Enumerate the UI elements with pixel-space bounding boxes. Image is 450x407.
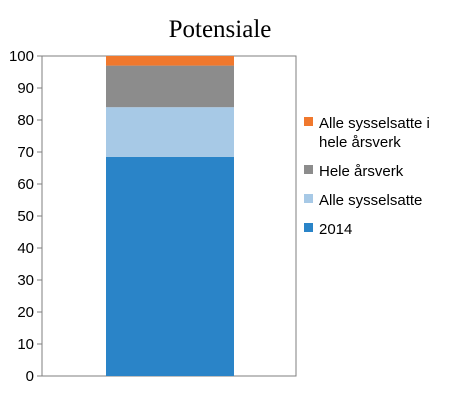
legend-label-1: Alle sysselsatte i <box>319 115 430 132</box>
y-tick-label: 40 <box>17 240 34 257</box>
legend-label-3: Alle sysselsatte <box>319 192 422 209</box>
bar-segment-1 <box>106 156 234 376</box>
y-tick-label: 10 <box>17 336 34 353</box>
y-tick-label: 0 <box>26 368 34 385</box>
y-tick-label: 50 <box>17 208 34 225</box>
legend-swatch-3 <box>304 194 313 203</box>
y-tick-label: 60 <box>17 176 34 193</box>
bar-segment-3 <box>106 65 234 108</box>
legend-label-2: Hele årsverk <box>319 163 404 180</box>
bar-segment-4 <box>106 56 234 66</box>
y-tick-label: 90 <box>17 80 34 97</box>
bar-stack <box>106 56 234 376</box>
chart-title: Potensiale <box>169 16 272 43</box>
y-tick-label: 20 <box>17 304 34 321</box>
legend-swatch-4 <box>304 223 313 232</box>
y-tick-label: 70 <box>17 144 34 161</box>
legend-label-1: hele årsverk <box>319 134 401 151</box>
y-tick-label: 30 <box>17 272 34 289</box>
bar-segment-2 <box>106 107 234 157</box>
y-tick-label: 100 <box>9 48 34 65</box>
legend-swatch-2 <box>304 165 313 174</box>
legend-swatch-1 <box>304 117 313 126</box>
legend-label-4: 2014 <box>319 221 352 238</box>
legend: Alle sysselsatte i hele årsverk Hele årsve… <box>304 115 430 238</box>
y-axis: 0 10 20 30 40 50 60 70 80 90 100 <box>9 48 296 385</box>
y-tick-label: 80 <box>17 112 34 129</box>
